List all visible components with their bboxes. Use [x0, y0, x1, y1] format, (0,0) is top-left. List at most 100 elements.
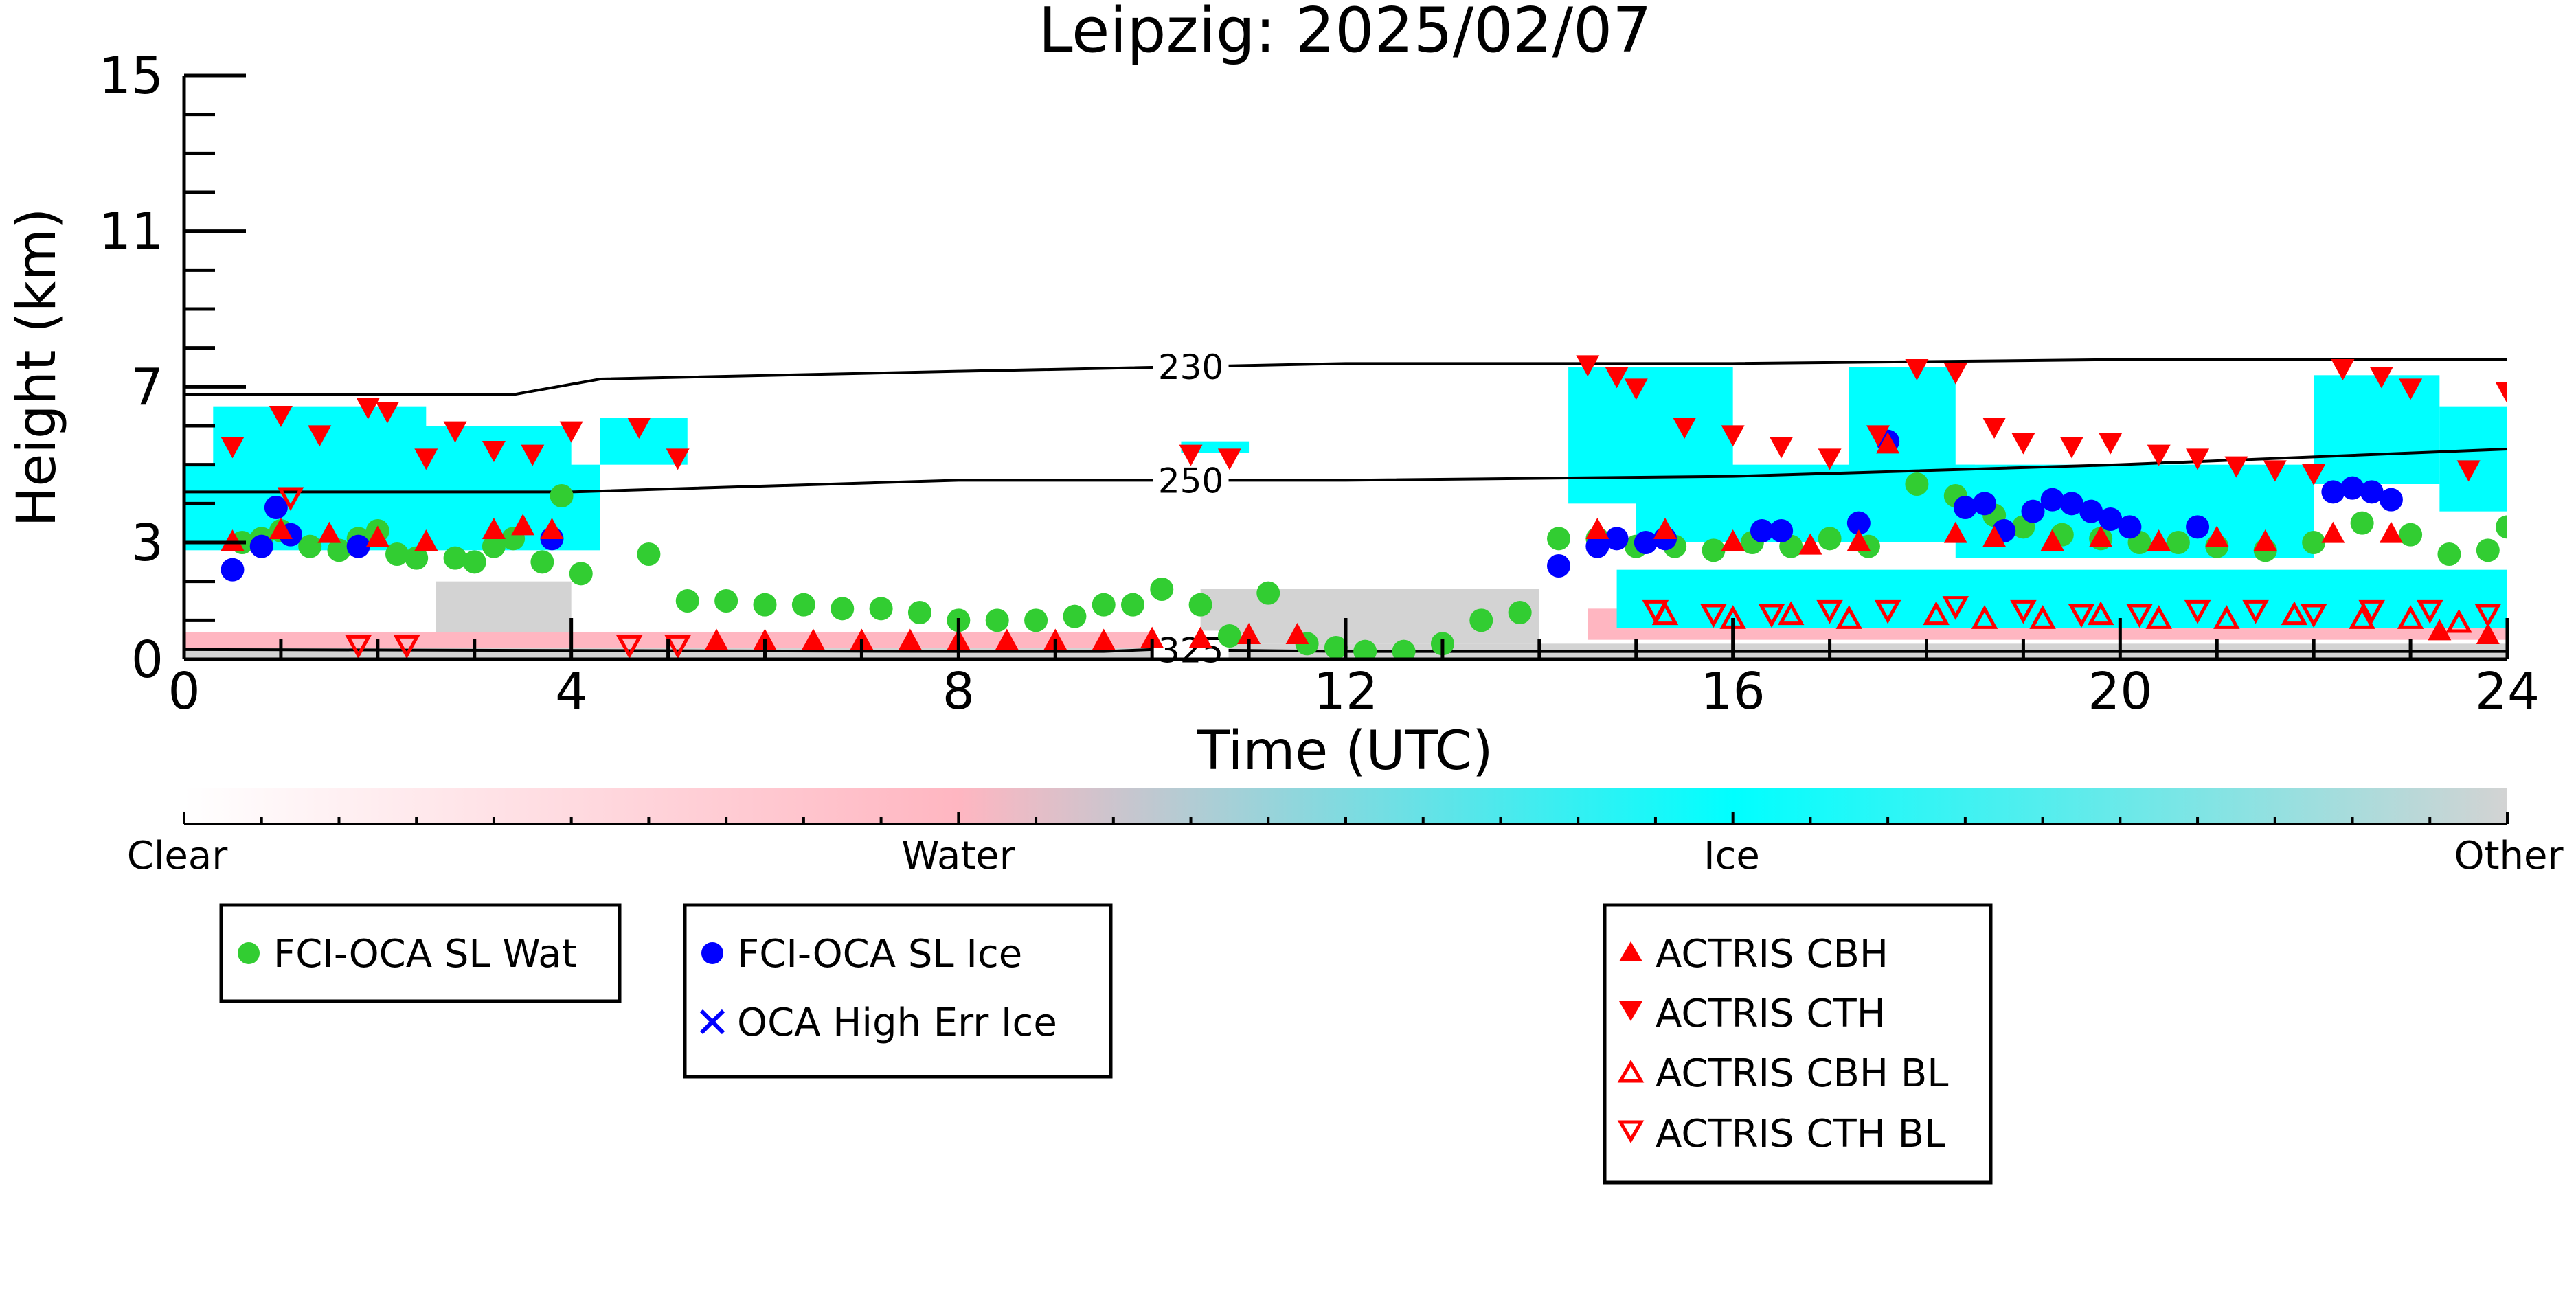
actris-cbh-point: [1285, 623, 1309, 644]
actris-cbh-bl-point: [2087, 601, 2114, 626]
ice-cloud-region: [1616, 569, 2507, 628]
legend-marker-cbh: [1619, 941, 1642, 961]
actris-cbh-point: [1653, 518, 1677, 539]
actris-cth-point: [1673, 418, 1697, 439]
actris-cth-bl-point: [2358, 599, 2385, 624]
actris-cth-point: [1721, 425, 1745, 447]
fci-oca-sl-wat-point: [2399, 523, 2423, 547]
fci-oca-sl-wat-point: [550, 484, 574, 507]
fci-oca-sl-wat-point: [1392, 639, 1416, 659]
actris-cth-point: [2399, 378, 2423, 400]
fci-oca-sl-wat-point: [2437, 542, 2461, 566]
actris-cth-point: [2263, 460, 2287, 482]
fci-oca-sl-ice-point: [2079, 499, 2103, 523]
contour-label-bg: [1153, 347, 1229, 386]
chart-title: Leipzig: 2025/02/07: [1038, 0, 1651, 67]
actris-cth-bl-point: [2184, 599, 2211, 624]
actris-cbh-point: [995, 628, 1019, 650]
actris-cth-point: [1605, 367, 1629, 389]
actris-cth-point: [2011, 433, 2035, 455]
actris-cth-bl-point: [2242, 599, 2269, 624]
actris-cth-bl-point: [2417, 599, 2443, 624]
actris-cth-point: [1770, 437, 1794, 459]
actris-cth-bl-point: [615, 635, 643, 659]
fci-oca-sl-ice-point: [1973, 492, 1997, 516]
actris-cth-point: [2496, 382, 2507, 404]
actris-cbh-bl-point: [1923, 601, 1950, 626]
actris-cbh-point: [540, 518, 564, 539]
legend-marker-cth-bl: [1617, 1120, 1645, 1144]
legend-marker-oca-high-err: [699, 1009, 725, 1035]
y-tick-label: 3: [131, 514, 163, 573]
fci-oca-sl-ice-point: [2118, 515, 2142, 539]
actris-cbh-bl-point: [2445, 608, 2472, 633]
actris-cbh-point: [1721, 529, 1745, 551]
colorbar: Clear Water Ice Other: [127, 788, 2564, 878]
x-tick-label: 16: [1701, 662, 1765, 721]
actris-cth-point: [1866, 425, 1890, 447]
fci-oca-sl-wat-point: [1024, 608, 1048, 632]
actris-cth-point: [1179, 444, 1203, 466]
fci-oca-sl-wat-point: [482, 534, 506, 558]
actris-cbh-point: [1237, 623, 1261, 644]
fci-oca-sl-ice-point: [1634, 531, 1658, 554]
ice-cloud-region: [213, 406, 427, 504]
actris-cth-bl-point: [2068, 604, 2095, 628]
actris-cth-point: [2186, 448, 2210, 470]
fci-oca-sl-ice-point: [346, 534, 370, 558]
actris-cth-point: [308, 425, 332, 447]
actris-cbh-bl-point: [1777, 601, 1805, 626]
legend-water: FCI-OCA SL Wat: [219, 903, 622, 1003]
fci-oca-sl-ice-point: [2040, 488, 2064, 512]
ice-cloud-region: [407, 426, 572, 512]
fci-oca-sl-wat-point: [1150, 578, 1174, 601]
actris-cth-point: [356, 398, 380, 420]
actris-cbh-point: [2040, 529, 2064, 551]
actris-cth-bl-point: [2126, 604, 2153, 628]
actris-cbh-point: [2476, 623, 2500, 644]
actris-cbh-bl-point: [2397, 605, 2424, 629]
actris-cbh-point: [317, 521, 341, 543]
actris-cth-point: [2331, 359, 2355, 380]
actris-cbh-bl-point: [2349, 605, 2375, 629]
actris-cth-bl-point: [2474, 604, 2502, 628]
y-axis-label: Height (km): [6, 208, 68, 527]
actris-cth-point: [269, 406, 293, 427]
fci-oca-sl-wat-point: [1469, 608, 1493, 632]
fci-oca-sl-ice-point: [264, 496, 288, 519]
actris-cth-point: [1576, 355, 1600, 377]
x-tick-label: 4: [555, 662, 587, 721]
actris-cbh-point: [365, 525, 389, 547]
fci-oca-sl-wat-point: [1092, 593, 1116, 617]
actris-cth-bl-point: [1700, 604, 1727, 628]
actris-cth-point: [1624, 378, 1648, 400]
actris-cbh-point: [1585, 518, 1609, 539]
fci-oca-sl-wat-point: [1508, 601, 1532, 624]
actris-cbh-point: [1092, 628, 1116, 650]
fci-oca-sl-ice-point: [1547, 554, 1571, 578]
actris-cth-bl-point: [393, 635, 420, 659]
actris-cth-bl-point: [1816, 599, 1843, 624]
legend-label-cbh: ACTRIS CBH: [1656, 932, 1888, 976]
x-tick-label: 24: [2475, 662, 2540, 721]
fci-oca-sl-wat-point: [1063, 604, 1087, 628]
actris-cth-bl-point: [2010, 599, 2037, 624]
actris-cbh-point: [2428, 619, 2452, 641]
actris-cbh-point: [2205, 525, 2229, 547]
x-tick-label: 0: [168, 662, 200, 721]
actris-cth-point: [2302, 464, 2326, 485]
actris-cth-point: [482, 441, 506, 462]
fci-oca-sl-ice-point: [2059, 492, 2083, 516]
fci-oca-sl-wat-point: [1324, 636, 1348, 659]
actris-cth-bl-point: [1942, 596, 1969, 620]
actris-cth-bl-point: [664, 635, 691, 659]
colorbar-label-water: Water: [901, 834, 1016, 878]
contour-label-bg: [1153, 461, 1229, 500]
fci-oca-sl-wat-point: [907, 601, 931, 624]
fci-oca-sl-wat-point: [1818, 527, 1842, 551]
legend-label-fci-ice: FCI-OCA SL Ice: [737, 932, 1022, 976]
fci-oca-sl-wat-point: [443, 546, 467, 570]
y-tick-label: 15: [99, 47, 163, 106]
fci-oca-sl-wat-point: [791, 593, 815, 617]
y-tick-label: 7: [131, 358, 163, 417]
